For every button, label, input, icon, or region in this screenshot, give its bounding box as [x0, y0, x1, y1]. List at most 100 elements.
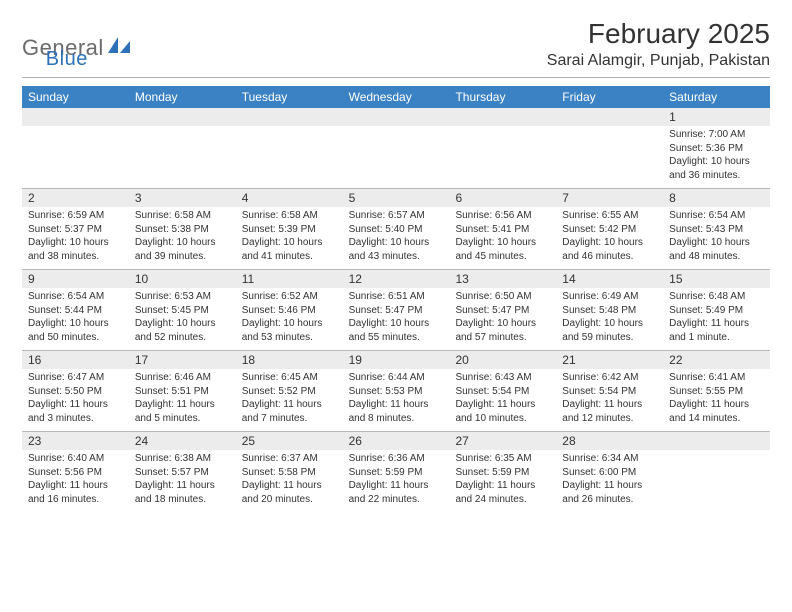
daylight-text: Daylight: 11 hours and 20 minutes.	[242, 479, 337, 506]
sunrise-text: Sunrise: 6:37 AM	[242, 452, 337, 466]
month-title: February 2025	[547, 18, 770, 50]
day-detail: Sunrise: 6:40 AMSunset: 5:56 PMDaylight:…	[22, 450, 129, 512]
daylight-text: Daylight: 10 hours and 38 minutes.	[28, 236, 123, 263]
daylight-text: Daylight: 11 hours and 8 minutes.	[349, 398, 444, 425]
day-detail: Sunrise: 6:37 AMSunset: 5:58 PMDaylight:…	[236, 450, 343, 512]
day-detail: Sunrise: 6:43 AMSunset: 5:54 PMDaylight:…	[449, 369, 556, 431]
day-header-tuesday: Tuesday	[236, 86, 343, 108]
sunrise-text: Sunrise: 6:56 AM	[455, 209, 550, 223]
day-detail: Sunrise: 6:52 AMSunset: 5:46 PMDaylight:…	[236, 288, 343, 350]
sunrise-text: Sunrise: 6:44 AM	[349, 371, 444, 385]
date-number	[343, 108, 450, 126]
sunset-text: Sunset: 5:47 PM	[455, 304, 550, 318]
date-number: 15	[663, 270, 770, 288]
date-number: 26	[343, 432, 450, 450]
date-number	[449, 108, 556, 126]
sunset-text: Sunset: 5:57 PM	[135, 466, 230, 480]
daylight-text: Daylight: 11 hours and 1 minute.	[669, 317, 764, 344]
sunset-text: Sunset: 5:36 PM	[669, 142, 764, 156]
sunrise-text: Sunrise: 6:54 AM	[669, 209, 764, 223]
sunset-text: Sunset: 5:50 PM	[28, 385, 123, 399]
sunrise-text: Sunrise: 6:42 AM	[562, 371, 657, 385]
day-detail: Sunrise: 6:56 AMSunset: 5:41 PMDaylight:…	[449, 207, 556, 269]
sunrise-text: Sunrise: 7:00 AM	[669, 128, 764, 142]
daylight-text: Daylight: 11 hours and 16 minutes.	[28, 479, 123, 506]
daylight-text: Daylight: 10 hours and 43 minutes.	[349, 236, 444, 263]
location-text: Sarai Alamgir, Punjab, Pakistan	[547, 52, 770, 70]
day-detail: Sunrise: 7:00 AMSunset: 5:36 PMDaylight:…	[663, 126, 770, 188]
week-row: 2345678Sunrise: 6:59 AMSunset: 5:37 PMDa…	[22, 188, 770, 269]
sunset-text: Sunset: 5:46 PM	[242, 304, 337, 318]
sunset-text: Sunset: 5:40 PM	[349, 223, 444, 237]
date-number: 3	[129, 189, 236, 207]
date-number: 19	[343, 351, 450, 369]
date-number	[663, 432, 770, 450]
date-number-row: 9101112131415	[22, 270, 770, 288]
daylight-text: Daylight: 11 hours and 18 minutes.	[135, 479, 230, 506]
detail-row: Sunrise: 7:00 AMSunset: 5:36 PMDaylight:…	[22, 126, 770, 188]
day-detail: Sunrise: 6:36 AMSunset: 5:59 PMDaylight:…	[343, 450, 450, 512]
day-detail: Sunrise: 6:57 AMSunset: 5:40 PMDaylight:…	[343, 207, 450, 269]
daylight-text: Daylight: 11 hours and 10 minutes.	[455, 398, 550, 425]
title-block: February 2025 Sarai Alamgir, Punjab, Pak…	[547, 18, 770, 70]
sunrise-text: Sunrise: 6:57 AM	[349, 209, 444, 223]
day-header-monday: Monday	[129, 86, 236, 108]
date-number: 28	[556, 432, 663, 450]
day-detail: Sunrise: 6:47 AMSunset: 5:50 PMDaylight:…	[22, 369, 129, 431]
date-number-row: 232425262728	[22, 432, 770, 450]
date-number: 5	[343, 189, 450, 207]
sunset-text: Sunset: 5:47 PM	[349, 304, 444, 318]
sunrise-text: Sunrise: 6:35 AM	[455, 452, 550, 466]
daylight-text: Daylight: 10 hours and 36 minutes.	[669, 155, 764, 182]
daylight-text: Daylight: 11 hours and 24 minutes.	[455, 479, 550, 506]
sail-icon	[108, 37, 130, 58]
sunset-text: Sunset: 5:41 PM	[455, 223, 550, 237]
date-number: 10	[129, 270, 236, 288]
sunrise-text: Sunrise: 6:38 AM	[135, 452, 230, 466]
day-header-thursday: Thursday	[449, 86, 556, 108]
date-number	[236, 108, 343, 126]
sunset-text: Sunset: 5:51 PM	[135, 385, 230, 399]
daylight-text: Daylight: 10 hours and 48 minutes.	[669, 236, 764, 263]
detail-row: Sunrise: 6:54 AMSunset: 5:44 PMDaylight:…	[22, 288, 770, 350]
sunrise-text: Sunrise: 6:58 AM	[242, 209, 337, 223]
day-detail	[129, 126, 236, 188]
date-number: 25	[236, 432, 343, 450]
sunrise-text: Sunrise: 6:58 AM	[135, 209, 230, 223]
sunset-text: Sunset: 5:53 PM	[349, 385, 444, 399]
brand-name-part2: Blue	[46, 48, 88, 70]
day-detail	[449, 126, 556, 188]
day-detail	[663, 450, 770, 512]
sunset-text: Sunset: 5:59 PM	[349, 466, 444, 480]
sunrise-text: Sunrise: 6:48 AM	[669, 290, 764, 304]
sunset-text: Sunset: 5:52 PM	[242, 385, 337, 399]
sunset-text: Sunset: 5:55 PM	[669, 385, 764, 399]
date-number: 13	[449, 270, 556, 288]
sunrise-text: Sunrise: 6:34 AM	[562, 452, 657, 466]
day-detail: Sunrise: 6:58 AMSunset: 5:39 PMDaylight:…	[236, 207, 343, 269]
day-detail: Sunrise: 6:45 AMSunset: 5:52 PMDaylight:…	[236, 369, 343, 431]
sunrise-text: Sunrise: 6:50 AM	[455, 290, 550, 304]
day-detail: Sunrise: 6:55 AMSunset: 5:42 PMDaylight:…	[556, 207, 663, 269]
daylight-text: Daylight: 10 hours and 52 minutes.	[135, 317, 230, 344]
daylight-text: Daylight: 10 hours and 53 minutes.	[242, 317, 337, 344]
date-number: 12	[343, 270, 450, 288]
sunset-text: Sunset: 5:45 PM	[135, 304, 230, 318]
day-detail: Sunrise: 6:50 AMSunset: 5:47 PMDaylight:…	[449, 288, 556, 350]
sunrise-text: Sunrise: 6:47 AM	[28, 371, 123, 385]
sunset-text: Sunset: 6:00 PM	[562, 466, 657, 480]
day-detail: Sunrise: 6:41 AMSunset: 5:55 PMDaylight:…	[663, 369, 770, 431]
day-detail: Sunrise: 6:54 AMSunset: 5:44 PMDaylight:…	[22, 288, 129, 350]
sunrise-text: Sunrise: 6:53 AM	[135, 290, 230, 304]
date-number: 20	[449, 351, 556, 369]
day-detail	[22, 126, 129, 188]
day-header-wednesday: Wednesday	[343, 86, 450, 108]
date-number: 18	[236, 351, 343, 369]
daylight-text: Daylight: 10 hours and 50 minutes.	[28, 317, 123, 344]
detail-row: Sunrise: 6:47 AMSunset: 5:50 PM Daylight:…	[22, 369, 770, 431]
day-header-sunday: Sunday	[22, 86, 129, 108]
day-detail: Sunrise: 6:46 AMSunset: 5:51 PMDaylight:…	[129, 369, 236, 431]
daylight-text: Daylight: 10 hours and 57 minutes.	[455, 317, 550, 344]
date-number: 11	[236, 270, 343, 288]
day-detail: Sunrise: 6:54 AMSunset: 5:43 PMDaylight:…	[663, 207, 770, 269]
